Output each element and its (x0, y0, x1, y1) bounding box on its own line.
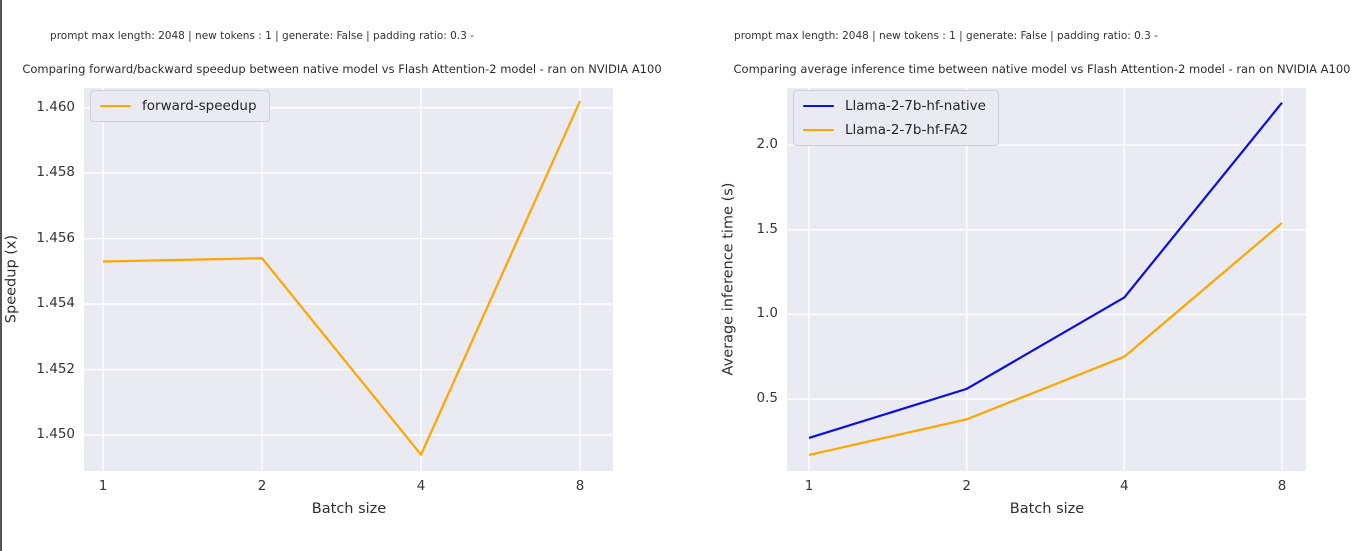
y-tick-label: 1.454 (36, 295, 75, 312)
figure-suptitle: prompt max length: 2048 | new tokens : 1… (50, 30, 474, 42)
x-axis-label: Batch size (1009, 501, 1085, 517)
legend: Llama-2-7b-hf-native Llama-2-7b-hf-FA2 (793, 90, 999, 146)
legend: forward-speedup (90, 90, 270, 122)
legend-line-swatch (803, 104, 834, 108)
plot-area: Llama-2-7b-hf-native Llama-2-7b-hf-FA2 (787, 88, 1306, 471)
y-tick-label: 1.456 (36, 229, 75, 246)
x-tick-label: 8 (1277, 478, 1287, 494)
figure-title: Comparing forward/backward speedup betwe… (22, 62, 662, 76)
x-tick-label: 1 (98, 478, 108, 494)
series-line-Llama-2-7b-hf-native (808, 102, 1283, 440)
x-tick-label: 4 (416, 478, 426, 494)
legend-item: Llama-2-7b-hf-native (803, 95, 986, 117)
x-tick-label: 2 (257, 478, 267, 494)
legend-line-swatch (100, 104, 131, 108)
plot-area: forward-speedup (84, 88, 613, 471)
y-tick-label: 1.460 (36, 98, 75, 115)
figure-suptitle: prompt max length: 2048 | new tokens : 1… (734, 30, 1158, 42)
legend-item: forward-speedup (100, 95, 257, 117)
y-tick-label: 0.5 (756, 390, 778, 407)
series-line-forward-speedup (102, 100, 582, 456)
legend-label: forward-speedup (142, 98, 257, 114)
y-tick-label: 1.5 (756, 220, 778, 237)
series-line-Llama-2-7b-hf-FA2 (808, 222, 1283, 456)
y-tick-label: 2.0 (756, 136, 778, 153)
figure-title: Comparing average inference time between… (733, 62, 1351, 76)
figure-inference-time: prompt max length: 2048 | new tokens : 1… (684, 0, 1368, 551)
x-axis-label: Batch size (311, 501, 387, 517)
figure-forward-speedup: prompt max length: 2048 | new tokens : 1… (3, 30, 662, 517)
window-left-border (0, 0, 2, 551)
y-tick-label: 1.458 (36, 164, 75, 181)
y-tick-label: 1.452 (36, 360, 75, 377)
x-tick-label: 8 (575, 478, 585, 494)
y-tick-label: 1.0 (756, 305, 778, 322)
x-tick-label: 4 (1120, 478, 1129, 494)
y-tick-label: 1.450 (36, 425, 75, 442)
line-chart-canvas (84, 88, 613, 471)
legend-label: Llama-2-7b-hf-FA2 (845, 122, 969, 138)
x-tick-label: 1 (804, 478, 814, 494)
legend-item: Llama-2-7b-hf-FA2 (803, 119, 986, 141)
legend-line-swatch (803, 128, 834, 132)
x-tick-label: 2 (962, 478, 971, 494)
y-axis-label: Speedup (x) (3, 234, 20, 324)
legend-label: Llama-2-7b-hf-native (845, 98, 986, 114)
